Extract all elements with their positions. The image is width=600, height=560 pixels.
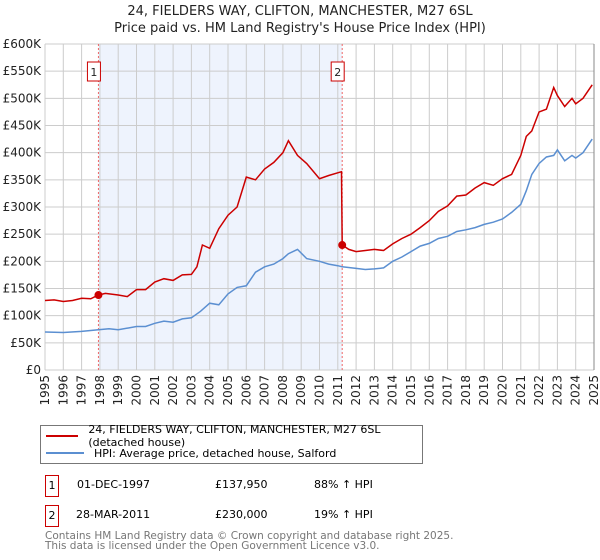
y-tick-label: £150K — [3, 282, 43, 296]
x-tick-label: 2012 — [349, 375, 363, 406]
y-tick-label: £100K — [3, 309, 43, 323]
x-tick-label: 2017 — [441, 375, 455, 406]
x-tick-label: 2003 — [184, 375, 198, 406]
sale-badge: 1 — [45, 475, 59, 497]
sale-label-box — [330, 61, 345, 82]
x-tick-label: 1997 — [75, 375, 89, 406]
sale-date: 28-MAR-2011 — [76, 508, 151, 521]
x-tick-label: 2009 — [294, 375, 308, 406]
x-tick-label: 1995 — [38, 375, 52, 406]
x-tick-label: 2000 — [130, 375, 144, 406]
x-tick-label: 2018 — [459, 375, 473, 406]
x-tick-label: 2021 — [514, 375, 528, 406]
footer-licence: This data is licensed under the Open Gov… — [45, 540, 380, 552]
footer-copyright: Contains HM Land Registry data © Crown c… — [45, 530, 454, 542]
sale-point — [338, 241, 347, 250]
y-tick-label: £550K — [3, 64, 43, 78]
legend-item-hpi: HPI: Average price, detached house, Salf… — [41, 445, 336, 461]
x-tick-label: 2025 — [587, 375, 600, 406]
x-tick-label: 2008 — [276, 375, 290, 406]
chart-title: 24, FIELDERS WAY, CLIFTON, MANCHESTER, M… — [127, 4, 473, 19]
x-tick-label: 2019 — [477, 375, 491, 406]
y-tick-label: £450K — [3, 119, 43, 133]
legend-swatch-blue — [46, 452, 84, 454]
sale-price: £230,000 — [215, 508, 268, 521]
x-tick-label: 1999 — [111, 375, 125, 406]
series-line — [44, 84, 593, 303]
sale-label: 1 — [90, 66, 97, 79]
legend-item-property: 24, FIELDERS WAY, CLIFTON, MANCHESTER, M… — [41, 423, 422, 449]
y-tick-label: £250K — [3, 227, 43, 241]
y-tick-label: £300K — [3, 200, 43, 214]
sale-badge: 2 — [45, 505, 59, 527]
x-tick-label: 2005 — [221, 375, 235, 406]
sale-hpi: 88% ↑ HPI — [314, 478, 373, 491]
legend: 24, FIELDERS WAY, CLIFTON, MANCHESTER, M… — [40, 423, 423, 464]
y-tick-label: £400K — [3, 146, 43, 160]
y-tick-label: £0 — [26, 363, 41, 377]
y-tick-label: £50K — [10, 336, 42, 350]
y-tick-label: £350K — [3, 173, 43, 187]
x-tick-label: 2016 — [422, 375, 436, 406]
x-tick-label: 2015 — [404, 375, 418, 406]
sale-hpi: 19% ↑ HPI — [314, 508, 373, 521]
price-chart: £0 £50K £100K £150K £200K £250K £300K £350K £400… — [3, 37, 600, 406]
x-tick-label: 2002 — [166, 375, 180, 406]
legend-swatch-red — [46, 435, 79, 437]
x-tick-label: 2007 — [258, 375, 272, 406]
x-tick-label: 2011 — [331, 375, 345, 406]
sale-date: 01-DEC-1997 — [77, 478, 151, 491]
y-tick-label: £200K — [3, 254, 43, 268]
x-tick-label: 1998 — [93, 375, 107, 406]
x-tick-label: 2023 — [550, 375, 564, 406]
sale-point — [94, 291, 103, 300]
legend-label: 24, FIELDERS WAY, CLIFTON, MANCHESTER, M… — [88, 423, 381, 449]
x-tick-label: 2010 — [313, 375, 327, 406]
series-line — [44, 138, 593, 334]
x-tick-label: 2022 — [532, 375, 546, 406]
sale-label-box — [86, 61, 101, 82]
x-tick-label: 2014 — [386, 375, 400, 406]
x-tick-label: 2001 — [148, 375, 162, 406]
chart-subtitle: Price paid vs. HM Land Registry's House … — [114, 21, 486, 36]
x-tick-label: 2006 — [239, 375, 253, 406]
x-tick-label: 2020 — [496, 375, 510, 406]
x-tick-label: 1996 — [56, 375, 70, 406]
x-tick-label: 2024 — [569, 375, 583, 406]
sale-price: £137,950 — [215, 478, 268, 491]
x-tick-label: 2013 — [367, 375, 381, 406]
y-tick-label: £500K — [3, 91, 43, 105]
sale-label: 2 — [334, 66, 341, 79]
x-tick-label: 2004 — [203, 375, 217, 406]
legend-label: HPI: Average price, detached house, Salf… — [94, 446, 337, 460]
y-tick-label: £600K — [3, 37, 43, 51]
